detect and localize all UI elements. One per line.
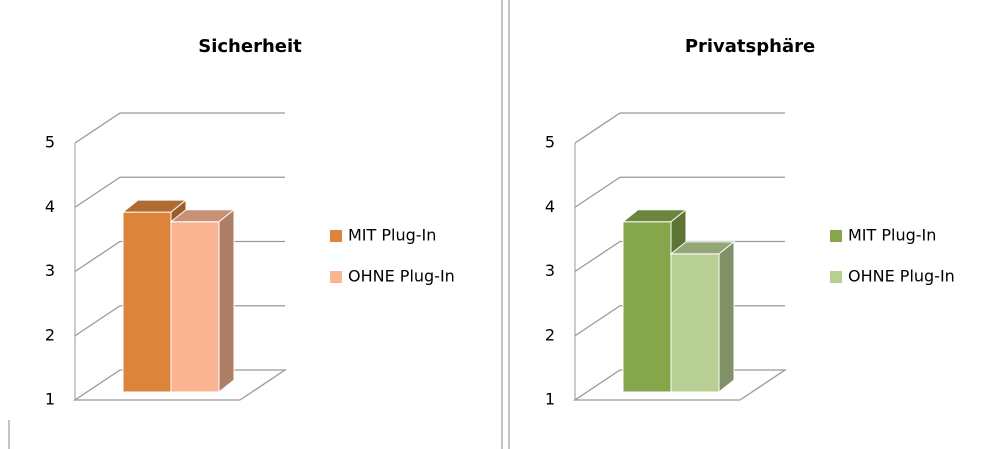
grid-line <box>74 112 285 144</box>
y-tick-label: 4 <box>45 197 55 216</box>
y-tick-label: 2 <box>545 325 555 344</box>
bar-side <box>218 208 235 394</box>
bar <box>122 211 172 393</box>
y-tick-label: 2 <box>45 325 55 344</box>
grid-line <box>74 176 285 208</box>
y-tick-label: 5 <box>45 133 55 152</box>
grid-line <box>572 369 788 401</box>
legend-swatch <box>330 230 342 242</box>
legend-label: MIT Plug-In <box>348 226 436 245</box>
bar <box>670 253 720 393</box>
grid-line <box>72 369 288 401</box>
chart-title: Privatsphäre <box>685 36 815 57</box>
y-tick-label: 4 <box>545 197 555 216</box>
bar <box>622 221 672 393</box>
grid-line <box>574 112 785 144</box>
y-tick-label: 3 <box>45 261 55 280</box>
legend-swatch <box>830 271 842 283</box>
y-tick-label: 3 <box>545 261 555 280</box>
legend-label: OHNE Plug-In <box>848 267 955 286</box>
legend-label: OHNE Plug-In <box>348 267 455 286</box>
bar <box>170 221 220 393</box>
legend-swatch <box>330 271 342 283</box>
y-tick-label: 1 <box>45 390 55 409</box>
legend-swatch <box>830 230 842 242</box>
bar-side <box>718 240 735 394</box>
y-tick-label: 5 <box>545 133 555 152</box>
y-tick-label: 1 <box>545 390 555 409</box>
chart-title: Sicherheit <box>198 36 302 57</box>
grid-line <box>574 176 785 208</box>
legend-label: MIT Plug-In <box>848 226 936 245</box>
